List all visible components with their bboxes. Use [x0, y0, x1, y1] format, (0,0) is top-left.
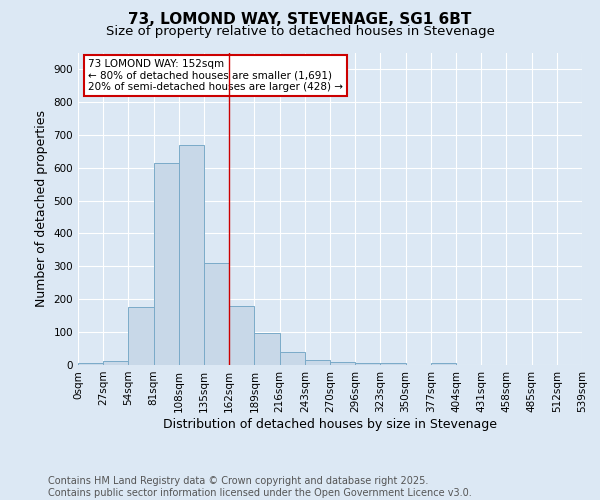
X-axis label: Distribution of detached houses by size in Stevenage: Distribution of detached houses by size … — [163, 418, 497, 430]
Bar — [154, 162, 179, 365]
Bar — [128, 308, 154, 365]
Bar — [103, 361, 128, 365]
Bar — [179, 144, 204, 365]
Bar — [355, 364, 380, 365]
Text: Size of property relative to detached houses in Stevenage: Size of property relative to detached ho… — [106, 25, 494, 38]
Text: 73, LOMOND WAY, STEVENAGE, SG1 6BT: 73, LOMOND WAY, STEVENAGE, SG1 6BT — [128, 12, 472, 28]
Text: 73 LOMOND WAY: 152sqm
← 80% of detached houses are smaller (1,691)
20% of semi-d: 73 LOMOND WAY: 152sqm ← 80% of detached … — [88, 58, 343, 92]
Bar — [229, 306, 254, 365]
Bar — [305, 360, 330, 365]
Bar — [78, 364, 103, 365]
Bar — [431, 364, 456, 365]
Bar — [254, 333, 280, 365]
Y-axis label: Number of detached properties: Number of detached properties — [35, 110, 48, 307]
Text: Contains HM Land Registry data © Crown copyright and database right 2025.
Contai: Contains HM Land Registry data © Crown c… — [48, 476, 472, 498]
Bar — [380, 364, 406, 365]
Bar — [330, 362, 355, 365]
Bar — [204, 263, 229, 365]
Bar — [280, 352, 305, 365]
